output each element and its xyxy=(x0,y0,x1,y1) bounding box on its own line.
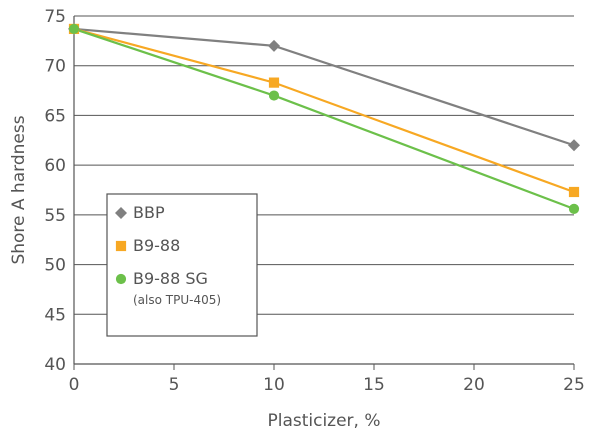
legend: BBP B9-88 B9-88 SG (also TPU-405) xyxy=(106,193,258,337)
data-point-bbp xyxy=(268,39,280,52)
y-tick-label: 60 xyxy=(44,156,66,176)
x-tick-label: 10 xyxy=(263,375,285,395)
data-point-bbp xyxy=(568,139,580,152)
data-point-b9-88-sg xyxy=(268,90,280,101)
series-markers xyxy=(68,22,580,214)
data-point-b9-88 xyxy=(268,77,280,88)
x-tick-label: 5 xyxy=(169,375,180,395)
x-tick-label: 0 xyxy=(69,375,80,395)
y-tick-label: 45 xyxy=(44,305,66,325)
axes xyxy=(73,16,575,370)
legend-box xyxy=(106,193,258,337)
series-line-bbp xyxy=(73,27,575,147)
legend-label-b9-88-sg: B9-88 SG xyxy=(133,269,208,288)
data-point-b9-88-sg xyxy=(568,203,580,214)
x-tick-label: 25 xyxy=(563,375,585,395)
y-tick-labels: 40 45 50 55 60 65 70 75 xyxy=(44,7,66,375)
legend-label-b9-88: B9-88 xyxy=(133,236,180,255)
x-tick-labels: 0 5 10 15 20 25 xyxy=(69,375,585,395)
y-tick-label: 40 xyxy=(44,355,66,375)
x-axis-title: Plasticizer, % xyxy=(267,411,380,431)
y-tick-label: 55 xyxy=(44,206,66,226)
legend-label-bbp: BBP xyxy=(133,203,165,222)
y-tick-label: 70 xyxy=(44,57,66,77)
legend-marker-bbp xyxy=(115,207,127,219)
y-tick-label: 65 xyxy=(44,106,66,126)
x-tick-label: 20 xyxy=(463,375,485,395)
legend-marker-b9-88-sg xyxy=(115,273,127,285)
y-tick-label: 75 xyxy=(44,7,66,27)
y-tick-label: 50 xyxy=(44,256,66,276)
data-point-b9-88 xyxy=(568,186,580,198)
x-tick-label: 15 xyxy=(363,375,385,395)
data-point-b9-88-sg xyxy=(68,23,80,35)
series-lines xyxy=(73,27,575,210)
legend-marker-b9-88 xyxy=(115,240,127,252)
series-line-b9-88-sg xyxy=(73,27,575,210)
legend-note-b9-88-sg: (also TPU-405) xyxy=(133,293,221,307)
y-axis-title: Shore A hardness xyxy=(9,115,29,264)
